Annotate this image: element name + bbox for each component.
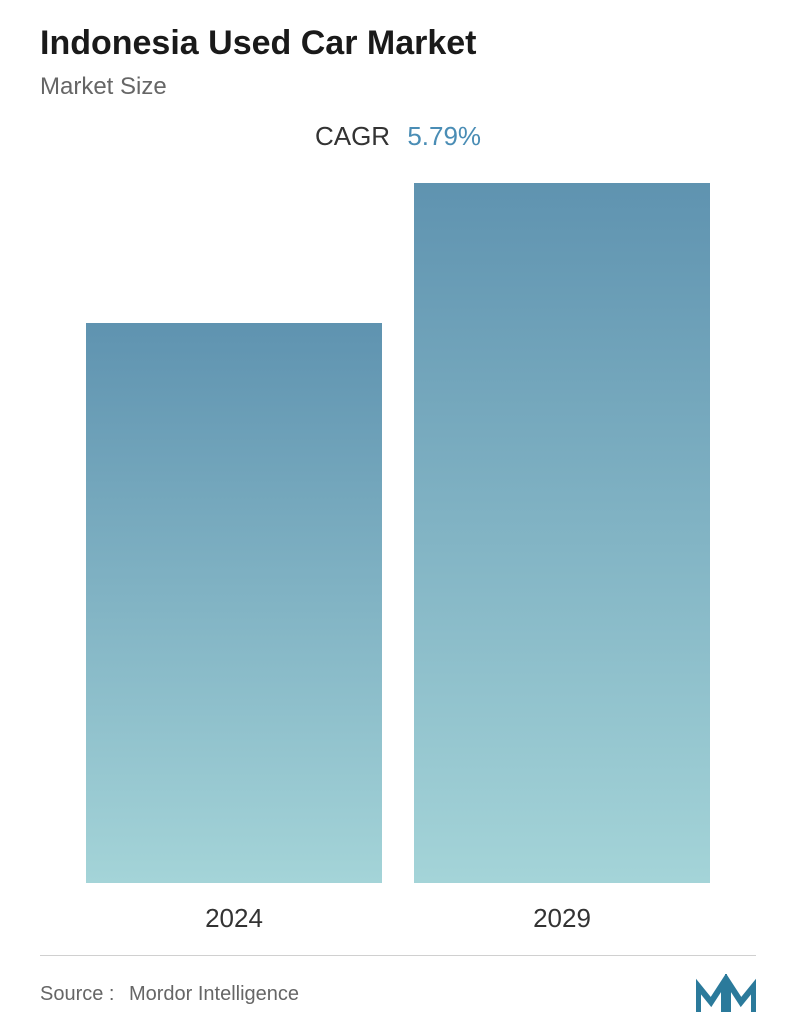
cagr-display: CAGR 5.79% — [40, 121, 756, 152]
source-value — [119, 983, 125, 1005]
chart-plot-area: 2024 2029 — [40, 162, 756, 934]
source-label: Source : — [40, 983, 114, 1005]
bar-group-2024: 2024 — [86, 323, 381, 934]
bar-2029 — [414, 183, 709, 883]
chart-container: Indonesia Used Car Market Market Size CA… — [0, 0, 796, 1034]
footer-divider — [40, 955, 756, 956]
source-name: Mordor Intelligence — [129, 983, 299, 1005]
cagr-label: CAGR — [315, 121, 390, 151]
chart-subtitle: Market Size — [40, 73, 756, 101]
mordor-logo-icon — [696, 974, 756, 1014]
bar-2024 — [86, 323, 381, 883]
source-attribution: Source : Mordor Intelligence — [40, 983, 299, 1006]
bar-group-2029: 2029 — [414, 183, 709, 934]
cagr-value: 5.79% — [407, 121, 481, 151]
chart-title: Indonesia Used Car Market — [40, 24, 756, 63]
bar-label-2029: 2029 — [533, 903, 591, 934]
bar-label-2024: 2024 — [205, 903, 263, 934]
